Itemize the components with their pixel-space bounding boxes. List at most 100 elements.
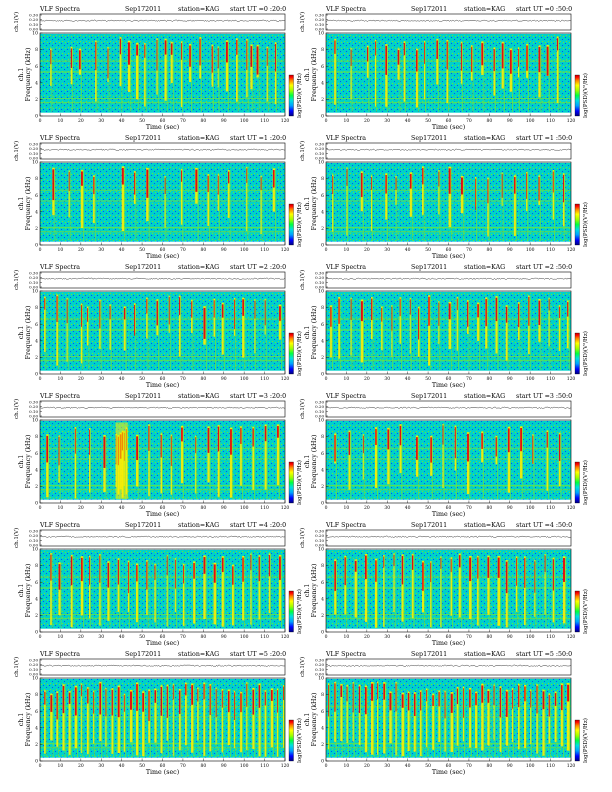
amp-tick-label: 0.30 <box>315 13 324 18</box>
sferic-tail <box>94 690 96 757</box>
spectrogram-background <box>40 549 285 629</box>
sferic-burst <box>203 682 206 756</box>
sferic-burst <box>123 693 126 752</box>
sferic-tail <box>165 176 167 241</box>
sferic-core <box>507 428 510 453</box>
x-tick-label: 80 <box>200 763 206 769</box>
freq-axis-label-1: ch.1 <box>304 713 311 727</box>
sferic-core <box>436 40 438 59</box>
amplitude-frame <box>39 529 286 547</box>
x-tick-label: 50 <box>425 634 431 640</box>
x-tick-label: 100 <box>526 247 535 253</box>
panel-title: VLF Spectra <box>325 651 366 658</box>
x-tick-label: 50 <box>139 247 145 253</box>
panel-title: VLF Spectra <box>39 522 80 529</box>
panel-station: station=KAG <box>464 393 505 400</box>
spectrogram-panel-11: VLF Spectra Sep172011 station=KAG start UT … <box>13 651 303 776</box>
sferic-burst <box>338 297 341 359</box>
sferic-tail <box>260 555 262 628</box>
sferic-core <box>334 40 336 54</box>
sferic-core <box>87 308 88 322</box>
sferic-core <box>213 300 215 318</box>
sferic-core <box>536 685 538 714</box>
sferic-core <box>74 687 77 716</box>
colorbar <box>574 719 580 762</box>
sferic-burst <box>44 690 46 754</box>
sferic-core <box>87 688 89 704</box>
sferic-core <box>495 437 497 457</box>
sferic-burst <box>217 424 220 497</box>
amp-tick-label: 0.20 <box>29 404 38 409</box>
x-tick-label: 60 <box>446 247 452 253</box>
sferic-burst <box>105 687 107 747</box>
sferic-core <box>383 556 385 568</box>
sferic-core <box>416 50 418 72</box>
sferic-tail <box>329 683 330 757</box>
sferic-tail <box>59 435 61 499</box>
x-tick-label: 110 <box>260 763 269 769</box>
sferic-tail <box>121 37 123 112</box>
sferic-core <box>234 299 235 330</box>
freq-axis-label-2: Frequency (kHz) <box>25 306 32 360</box>
sferic-tail <box>517 556 519 628</box>
panel-title: VLF Spectra <box>325 264 366 271</box>
sferic-burst <box>121 166 125 232</box>
sferic-tail <box>468 300 470 370</box>
sferic-core <box>109 306 111 320</box>
y-tick-label: 2 <box>321 613 324 619</box>
sferic-core <box>509 50 512 74</box>
sferic-core <box>95 42 97 71</box>
x-tick-label: 80 <box>486 247 492 253</box>
sferic-burst <box>442 423 444 489</box>
sferic-burst <box>107 561 110 621</box>
sferic-burst <box>225 40 229 92</box>
sferic-burst <box>428 295 431 366</box>
sferic-core <box>456 688 459 705</box>
x-tick-label: 100 <box>240 763 249 769</box>
sferic-tail <box>360 684 362 757</box>
amp-tick-label: 0.10 <box>29 538 38 543</box>
amp-tick-label: 0.20 <box>29 533 38 538</box>
colorbar-label: log(PSD)(V²/Hz) <box>582 331 589 376</box>
colorbar <box>574 461 580 504</box>
sferic-core <box>524 686 526 702</box>
sferic-tail <box>336 559 338 628</box>
sferic-burst <box>170 41 173 83</box>
sferic-core <box>481 43 484 66</box>
x-tick-label: 110 <box>260 376 269 382</box>
sferic-core <box>467 301 469 327</box>
sferic-core <box>383 683 386 700</box>
sferic-core <box>228 691 230 713</box>
panel-date: Sep172011 <box>411 135 447 142</box>
sferic-burst <box>207 174 210 226</box>
sferic-core <box>381 308 383 322</box>
colorbar-label: log(PSD)(V²/Hz) <box>296 331 303 376</box>
sferic-core <box>170 43 173 55</box>
sferic-tail <box>81 683 83 757</box>
colorbar <box>288 332 294 375</box>
sferic-core <box>58 436 60 466</box>
x-tick-label: 90 <box>221 763 227 769</box>
y-tick-label: 10 <box>32 289 38 295</box>
sferic-burst <box>409 297 411 354</box>
sferic-core <box>362 435 364 454</box>
sferic-tail <box>166 38 168 112</box>
sferic-core <box>258 556 260 582</box>
sferic-core <box>225 41 228 63</box>
x-tick-label: 20 <box>78 376 84 382</box>
sferic-core <box>270 690 273 701</box>
amplitude-trace <box>325 535 572 538</box>
sferic-tail <box>363 434 365 499</box>
x-tick-label: 120 <box>567 247 576 253</box>
sferic-burst <box>481 683 484 751</box>
freq-axis-label-2: Frequency (kHz) <box>311 564 318 618</box>
sferic-core <box>183 565 184 584</box>
sferic-burst <box>117 558 120 612</box>
sferic-core <box>203 684 205 700</box>
sferic-core <box>518 685 520 708</box>
amp-tick-label: 0.10 <box>29 409 38 414</box>
freq-axis-label-1: ch.1 <box>18 68 25 82</box>
x-tick-label: 40 <box>405 376 411 382</box>
panel-title: VLF Spectra <box>39 393 80 400</box>
sferic-tail <box>90 428 92 499</box>
